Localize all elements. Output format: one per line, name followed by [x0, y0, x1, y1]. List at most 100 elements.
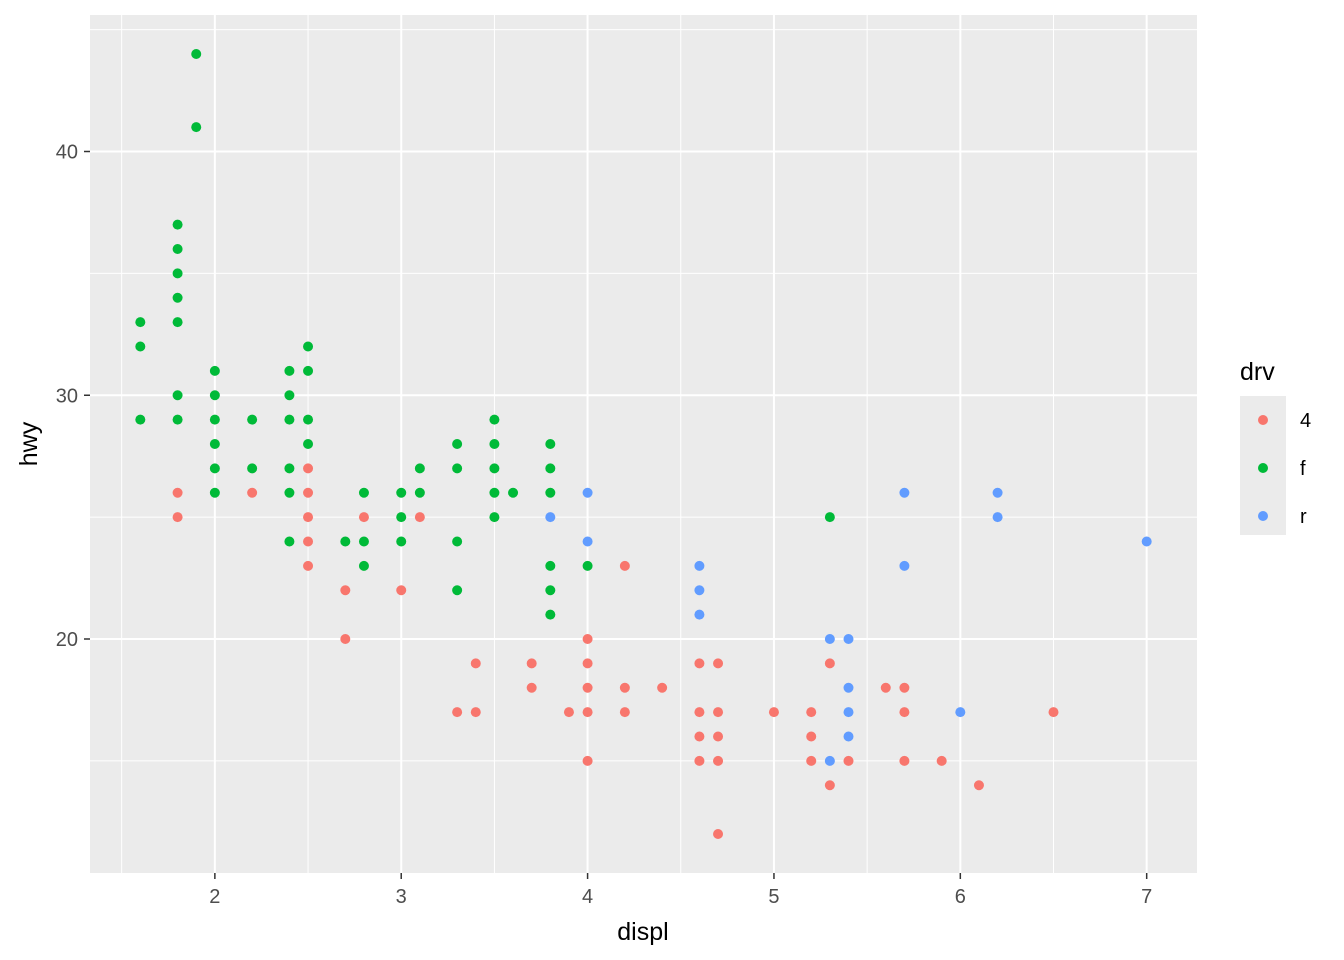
data-point-4 [619, 682, 630, 693]
data-point-f [209, 390, 220, 401]
x-axis-title: displ [617, 918, 668, 946]
data-point-f [172, 219, 183, 230]
data-point-f [284, 414, 295, 425]
data-point-f [303, 341, 314, 352]
data-point-f [135, 341, 146, 352]
data-point-4 [582, 682, 593, 693]
legend-title: drv [1240, 358, 1275, 386]
data-point-r [843, 682, 854, 693]
data-point-f [135, 414, 146, 425]
data-point-f [358, 487, 369, 498]
x-tick-label: 3 [396, 886, 407, 908]
data-point-f [824, 512, 835, 523]
y-tick-label: 40 [56, 142, 78, 164]
data-point-f [396, 536, 407, 547]
data-point-4 [172, 512, 183, 523]
data-point-f [247, 463, 258, 474]
data-point-f [340, 536, 351, 547]
data-point-f [489, 414, 500, 425]
legend-items: 4 f r [1258, 410, 1311, 528]
data-point-f [545, 585, 556, 596]
data-point-4 [563, 707, 574, 718]
data-points [135, 49, 1152, 839]
data-point-4 [340, 634, 351, 644]
data-point-f [452, 536, 463, 547]
data-point-4 [340, 585, 351, 596]
minor-grid [90, 15, 1197, 873]
data-point-4 [713, 829, 724, 839]
x-tick-label: 4 [582, 886, 593, 908]
data-point-f [172, 390, 183, 401]
plot-panel [90, 15, 1197, 873]
data-point-4 [582, 658, 593, 669]
data-point-f [489, 487, 500, 498]
data-point-4 [880, 682, 891, 693]
data-point-4 [806, 755, 817, 766]
data-point-4 [694, 755, 705, 766]
data-point-f [396, 512, 407, 523]
y-axis-title: hwy [15, 421, 43, 466]
data-point-f [284, 390, 295, 401]
legend-label-4: 4 [1300, 410, 1311, 432]
x-tick-label: 2 [209, 886, 220, 908]
data-point-4 [303, 487, 314, 498]
data-point-4 [899, 682, 910, 693]
data-point-4 [303, 560, 314, 571]
major-grid [90, 15, 1197, 873]
data-point-f [284, 487, 295, 498]
y-axis: 20 30 40 [56, 142, 90, 651]
data-point-4 [303, 463, 314, 474]
data-point-4 [1048, 707, 1059, 718]
data-point-r [843, 731, 854, 742]
x-tick-label: 6 [955, 886, 966, 908]
data-point-4 [713, 755, 724, 766]
data-point-r [899, 560, 910, 571]
data-point-f [545, 487, 556, 498]
data-point-4 [303, 536, 314, 547]
data-point-r [899, 487, 910, 498]
data-point-4 [843, 755, 854, 766]
legend: drv 4 f r [1240, 358, 1311, 535]
data-point-4 [172, 487, 183, 498]
legend-label-r: r [1300, 506, 1307, 528]
data-point-4 [247, 487, 258, 498]
data-point-f [209, 487, 220, 498]
data-point-4 [713, 658, 724, 669]
data-point-f [303, 414, 314, 425]
data-point-r [545, 512, 556, 523]
data-point-4 [657, 682, 668, 693]
legend-key-4 [1258, 415, 1268, 425]
data-point-r [1141, 536, 1152, 547]
data-point-4 [806, 707, 817, 718]
data-point-f [489, 512, 500, 523]
data-point-f [452, 439, 463, 449]
data-point-f [209, 439, 220, 449]
data-point-f [414, 463, 425, 474]
data-point-4 [936, 755, 947, 766]
data-point-4 [824, 658, 835, 669]
legend-key-f [1258, 463, 1268, 473]
data-point-4 [303, 512, 314, 523]
data-point-4 [396, 585, 407, 596]
data-point-f [303, 439, 314, 449]
data-point-f [303, 365, 314, 376]
data-point-r [582, 536, 593, 547]
data-point-f [209, 414, 220, 425]
data-point-f [545, 463, 556, 474]
data-point-r [582, 487, 593, 498]
data-point-4 [582, 634, 593, 644]
data-point-f [545, 609, 556, 620]
data-point-f [135, 317, 146, 328]
data-point-f [489, 463, 500, 474]
data-point-f [545, 560, 556, 571]
legend-label-f: f [1300, 458, 1306, 480]
data-point-4 [899, 755, 910, 766]
data-point-4 [806, 731, 817, 742]
legend-key-r [1258, 511, 1268, 521]
data-point-r [694, 585, 705, 596]
data-point-r [955, 707, 966, 718]
data-point-4 [526, 682, 537, 693]
data-point-f [209, 365, 220, 376]
data-point-4 [414, 512, 425, 523]
data-point-f [452, 463, 463, 474]
